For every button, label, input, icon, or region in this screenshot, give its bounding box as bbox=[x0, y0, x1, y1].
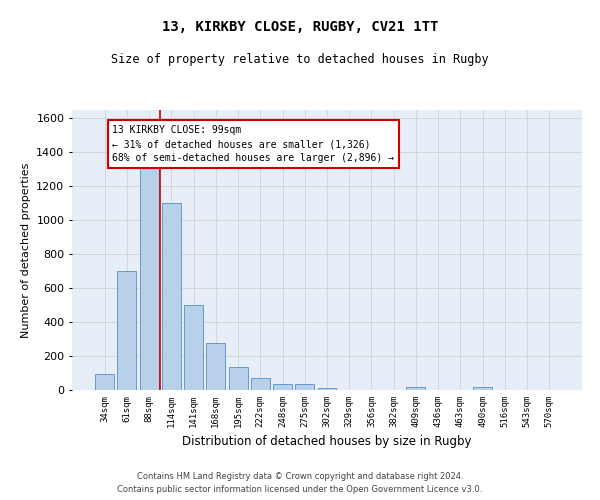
Bar bbox=[317, 388, 337, 390]
Y-axis label: Number of detached properties: Number of detached properties bbox=[20, 162, 31, 338]
Text: 13, KIRKBY CLOSE, RUGBY, CV21 1TT: 13, KIRKBY CLOSE, RUGBY, CV21 1TT bbox=[162, 20, 438, 34]
Text: Size of property relative to detached houses in Rugby: Size of property relative to detached ho… bbox=[111, 52, 489, 66]
Text: Contains public sector information licensed under the Open Government Licence v3: Contains public sector information licen… bbox=[118, 485, 482, 494]
Text: Contains HM Land Registry data © Crown copyright and database right 2024.: Contains HM Land Registry data © Crown c… bbox=[137, 472, 463, 481]
Bar bbox=[229, 367, 248, 390]
Text: 13 KIRKBY CLOSE: 99sqm
← 31% of detached houses are smaller (1,326)
68% of semi-: 13 KIRKBY CLOSE: 99sqm ← 31% of detached… bbox=[112, 126, 394, 164]
Bar bbox=[206, 344, 225, 390]
Bar bbox=[95, 374, 114, 390]
Bar bbox=[295, 384, 314, 390]
Bar bbox=[118, 271, 136, 390]
Bar bbox=[473, 386, 492, 390]
Bar bbox=[162, 204, 181, 390]
Bar bbox=[273, 384, 292, 390]
X-axis label: Distribution of detached houses by size in Rugby: Distribution of detached houses by size … bbox=[182, 436, 472, 448]
Bar bbox=[140, 164, 158, 390]
Bar bbox=[406, 387, 425, 390]
Bar bbox=[184, 305, 203, 390]
Bar bbox=[251, 378, 270, 390]
